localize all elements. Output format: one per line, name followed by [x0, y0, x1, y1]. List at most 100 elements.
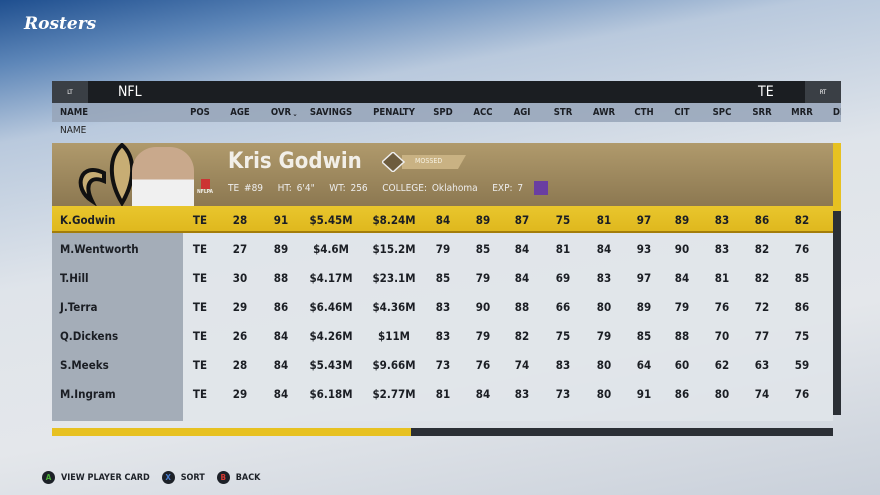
cell-penalty: $15.2M: [372, 242, 416, 256]
cell-acc: 85: [475, 242, 491, 256]
cell-spd: 83: [435, 329, 451, 343]
table-row[interactable]: K.Godwin TE 28 91 $5.45M $8.24M 84 89 87 75 81 97 89…: [52, 206, 833, 233]
cell-mrr: 86: [794, 300, 810, 314]
cell-cth: 97: [636, 271, 652, 285]
cell-acc: 76: [475, 358, 491, 372]
cell-str: 83: [555, 358, 571, 372]
column-header-acc[interactable]: ACC: [473, 107, 493, 118]
column-header-cth[interactable]: CTH: [634, 107, 654, 118]
scroll-thumb[interactable]: [833, 143, 841, 211]
cell-name: S.Meeks: [60, 358, 109, 372]
column-headers: NAME POS AGE OVR ⌄ SAVINGS PENALTY SPD ACC AGI STR…: [52, 103, 841, 122]
column-header-di[interactable]: DI: [832, 107, 841, 118]
cell-ovr: 88: [273, 271, 289, 285]
sort-button[interactable]: SORT: [180, 472, 205, 483]
column-header-mrr[interactable]: MRR: [791, 107, 813, 118]
cell-penalty: $9.66M: [372, 358, 416, 372]
back-button[interactable]: BACK: [235, 472, 261, 483]
cell-mrr: 76: [794, 387, 810, 401]
rt-bumper-button[interactable]: RT: [805, 81, 841, 103]
ability-badge: MOSSED: [380, 150, 466, 174]
column-header-cit[interactable]: CIT: [674, 107, 690, 118]
cell-cit: 84: [674, 271, 690, 285]
cell-spd: 79: [435, 242, 451, 256]
cell-pos: TE: [192, 358, 208, 372]
cell-savings: $6.18M: [309, 387, 353, 401]
cell-name: M.Wentworth: [60, 242, 139, 256]
cell-penalty: $2.77M: [372, 387, 416, 401]
cell-awr: 80: [596, 387, 612, 401]
cell-age: 26: [232, 329, 248, 343]
cell-str: 75: [555, 329, 571, 343]
filter-bar: LT NFL TE RT: [52, 81, 841, 103]
cell-awr: 79: [596, 329, 612, 343]
table-row[interactable]: M.Ingram TE 29 84 $6.18M $2.77M 81 84 83 73 80 91 86…: [52, 380, 833, 407]
cell-ovr: 84: [273, 358, 289, 372]
cell-mrr: 85: [794, 271, 810, 285]
cell-agi: 82: [514, 329, 530, 343]
cell-agi: 83: [514, 387, 530, 401]
cell-cth: 85: [636, 329, 652, 343]
table-row[interactable]: J.Terra TE 29 86 $6.46M $4.36M 83 90 88 66 80 89 79 7…: [52, 293, 833, 320]
cell-cth: 64: [636, 358, 652, 372]
horizontal-scrollbar[interactable]: [52, 428, 833, 436]
view-player-card-button[interactable]: VIEW PLAYER CARD: [61, 472, 150, 483]
column-header-spc[interactable]: SPC: [712, 107, 732, 118]
column-header-spd[interactable]: SPD: [433, 107, 453, 118]
column-header-srr[interactable]: SRR: [752, 107, 772, 118]
cell-pos: TE: [192, 242, 208, 256]
column-header-ovr[interactable]: OVR: [270, 107, 292, 118]
nflpa-logo: NFLPA: [195, 179, 215, 195]
column-header-str[interactable]: STR: [553, 107, 573, 118]
cell-spc: 76: [714, 300, 730, 314]
scroll-thumb[interactable]: [52, 428, 411, 436]
cell-cit: 89: [674, 213, 690, 227]
player-name: Kris Godwin: [228, 149, 362, 174]
table-row[interactable]: Q.Dickens TE 26 84 $4.26M $11M 83 79 82 75 79 85 88 7…: [52, 322, 833, 349]
cell-str: 75: [555, 213, 571, 227]
cell-acc: 84: [475, 387, 491, 401]
cell-spc: 83: [714, 242, 730, 256]
cell-cit: 86: [674, 387, 690, 401]
column-header-penalty[interactable]: PENALTY: [373, 107, 415, 118]
cell-cth: 91: [636, 387, 652, 401]
cell-age: 28: [232, 358, 248, 372]
name-column-bg: [52, 233, 183, 421]
table-row[interactable]: M.Wentworth TE 27 89 $4.6M $15.2M 79 85 84 81 84 93…: [52, 235, 833, 262]
screen-title: Rosters: [24, 14, 97, 34]
cell-savings: $4.17M: [309, 271, 353, 285]
column-header-savings[interactable]: SAVINGS: [309, 107, 353, 118]
cell-cit: 79: [674, 300, 690, 314]
a-button-icon: A: [42, 471, 55, 484]
x-button-icon: X: [161, 471, 175, 484]
cell-srr: 82: [754, 242, 770, 256]
cell-str: 81: [555, 242, 571, 256]
cell-cit: 88: [674, 329, 690, 343]
cell-spc: 62: [714, 358, 730, 372]
position-selector[interactable]: TE: [758, 84, 774, 100]
cell-cit: 60: [674, 358, 690, 372]
cell-agi: 87: [514, 213, 530, 227]
league-selector[interactable]: NFL: [118, 84, 142, 100]
column-header-age[interactable]: AGE: [230, 107, 250, 118]
cell-age: 29: [232, 387, 248, 401]
cell-penalty: $4.36M: [372, 300, 416, 314]
cell-cth: 93: [636, 242, 652, 256]
table-row[interactable]: T.Hill TE 30 88 $4.17M $23.1M 85 79 84 69 83 97 84 81…: [52, 264, 833, 291]
cell-age: 27: [232, 242, 248, 256]
column-header-pos[interactable]: POS: [190, 107, 210, 118]
cell-ovr: 91: [273, 213, 289, 227]
cell-spc: 83: [714, 213, 730, 227]
cell-str: 66: [555, 300, 571, 314]
lt-bumper-button[interactable]: LT: [52, 81, 88, 103]
cell-penalty: $23.1M: [372, 271, 416, 285]
column-header-awr[interactable]: AWR: [592, 107, 616, 118]
cell-str: 69: [555, 271, 571, 285]
column-header-name[interactable]: NAME: [60, 107, 89, 118]
vertical-scrollbar[interactable]: [833, 143, 841, 415]
table-row[interactable]: S.Meeks TE 28 84 $5.43M $9.66M 73 76 74 83 80 64 60 6…: [52, 351, 833, 378]
player-portrait: [132, 147, 194, 206]
column-header-agi[interactable]: AGI: [513, 107, 531, 118]
cell-penalty: $11M: [378, 329, 410, 343]
cell-spc: 80: [714, 387, 730, 401]
